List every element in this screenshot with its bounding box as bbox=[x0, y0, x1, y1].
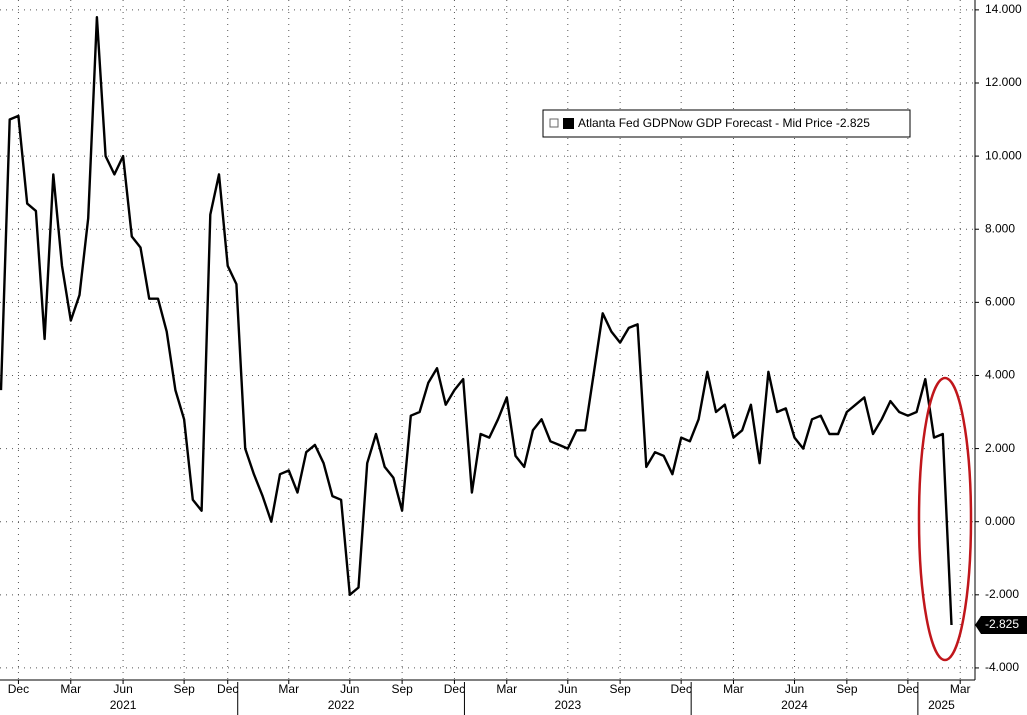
y-tick-label: 2.000 bbox=[985, 441, 1015, 455]
year-label: 2023 bbox=[554, 698, 581, 712]
last-value-label: -2.825 bbox=[985, 617, 1019, 631]
line-series bbox=[0, 16, 953, 626]
year-label: 2021 bbox=[110, 698, 137, 712]
x-tick-label: Dec bbox=[8, 682, 29, 696]
x-tick-label: Dec bbox=[897, 682, 918, 696]
x-tick-label: Mar bbox=[723, 682, 744, 696]
legend: Atlanta Fed GDPNow GDP Forecast - Mid Pr… bbox=[542, 109, 911, 138]
x-tick-label: Jun bbox=[113, 682, 132, 696]
x-tick-label: Mar bbox=[278, 682, 299, 696]
y-tick-label: -4.000 bbox=[985, 660, 1019, 674]
legend-box bbox=[542, 109, 911, 138]
plot bbox=[0, 16, 953, 626]
x-tick-label: Jun bbox=[340, 682, 359, 696]
x-tick-label: Jun bbox=[785, 682, 804, 696]
last-value-tag bbox=[975, 615, 1027, 634]
legend-toggle[interactable] bbox=[549, 118, 559, 128]
year-label: 2022 bbox=[328, 698, 355, 712]
legend-name: Atlanta Fed GDPNow GDP Forecast - Mid Pr… bbox=[578, 116, 833, 130]
grid bbox=[0, 0, 975, 680]
x-tick-label: Dec bbox=[444, 682, 465, 696]
y-tick-label: -2.000 bbox=[985, 587, 1019, 601]
x-tick-label: Mar bbox=[496, 682, 517, 696]
y-tick-label: 6.000 bbox=[985, 295, 1015, 309]
x-tick-label: Mar bbox=[950, 682, 971, 696]
x-tick-label: Sep bbox=[391, 682, 413, 696]
x-tick-label: Jun bbox=[558, 682, 577, 696]
legend-swatch bbox=[563, 118, 574, 129]
highlight-ellipse bbox=[917, 376, 973, 662]
year-label: 2024 bbox=[781, 698, 808, 712]
x-tick-label: Dec bbox=[670, 682, 691, 696]
x-tick-label: Sep bbox=[609, 682, 631, 696]
x-tick-label: Dec bbox=[217, 682, 238, 696]
y-tick-label: 8.000 bbox=[985, 221, 1015, 235]
y-tick-label: 12.000 bbox=[985, 75, 1022, 89]
y-tick-label: 14.000 bbox=[985, 2, 1022, 16]
x-tick-label: Sep bbox=[836, 682, 858, 696]
year-label: 2025 bbox=[928, 698, 955, 712]
legend-label: Atlanta Fed GDPNow GDP Forecast - Mid Pr… bbox=[578, 116, 870, 130]
y-tick-label: 0.000 bbox=[985, 514, 1015, 528]
legend-value: -2.825 bbox=[836, 116, 870, 130]
x-tick-label: Mar bbox=[60, 682, 81, 696]
y-tick-label: 10.000 bbox=[985, 148, 1022, 162]
y-tick-label: 4.000 bbox=[985, 368, 1015, 382]
x-tick-label: Sep bbox=[173, 682, 195, 696]
